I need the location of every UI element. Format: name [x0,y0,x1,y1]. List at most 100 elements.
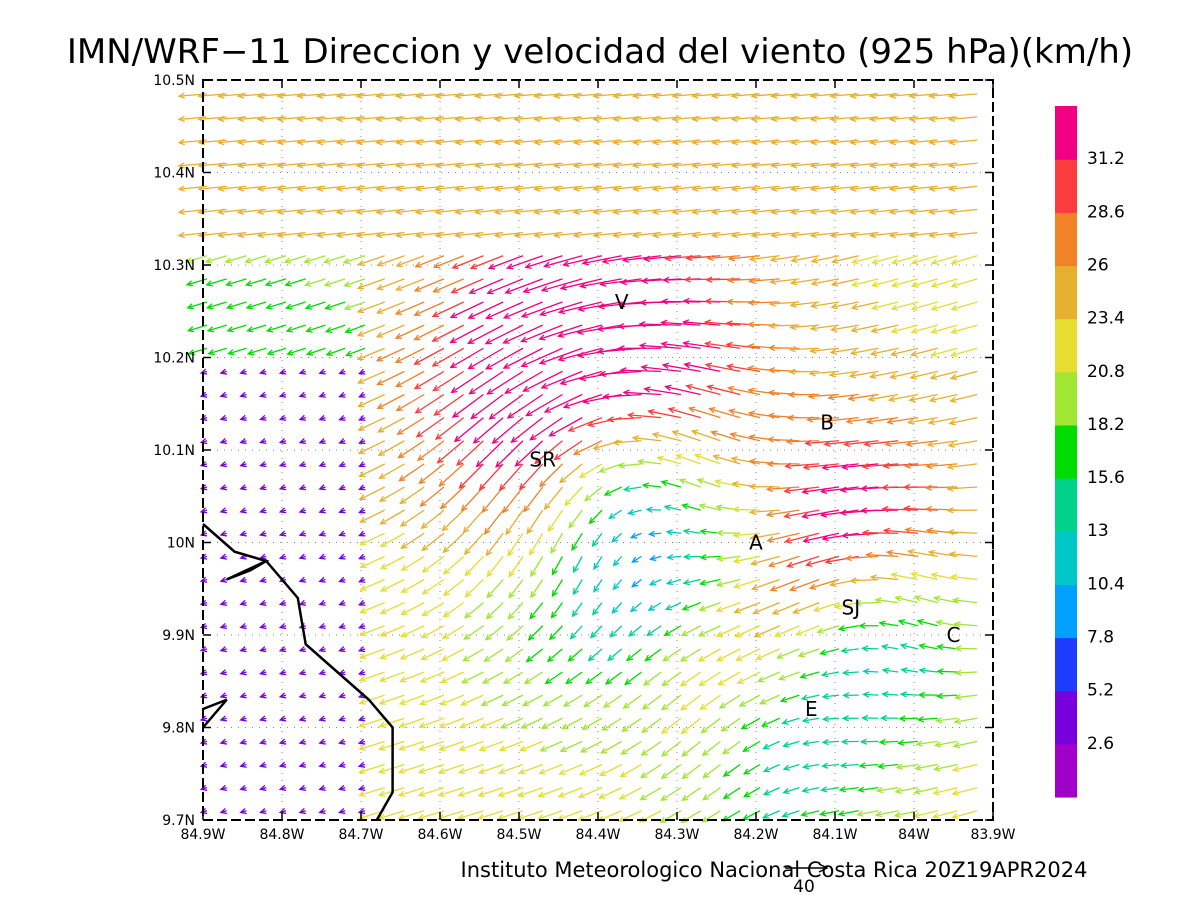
wind-vector [462,487,484,510]
wind-vector-shaft [471,256,503,269]
wind-vector-shaft [444,556,464,573]
wind-vector-shaft [619,325,662,326]
wind-vector [381,580,404,591]
wind-vector-shaft [531,580,543,598]
wind-vector [359,647,365,652]
wind-vector [809,394,839,399]
wind-vector [460,718,483,727]
wind-vector [632,556,641,562]
wind-vector-shaft [483,672,503,683]
wind-vector [823,533,859,540]
wind-vector [621,741,641,754]
wind-vector [339,808,345,813]
wind-vector-shaft [503,487,523,512]
wind-vector-shaft [703,765,720,778]
wind-vector [359,785,365,790]
reference-vector-label: 40 [793,877,815,897]
wind-vector [360,464,385,476]
y-tick-label: 9.9N [162,628,195,644]
wind-vector [883,668,898,673]
wind-vector [221,462,227,467]
wind-vector [683,765,701,779]
wind-vector-shaft [468,325,503,343]
wind-vector [423,556,444,572]
wind-vector-shaft [419,464,444,483]
wind-vector [471,256,503,269]
wind-vector [300,670,306,675]
wind-vector [228,325,247,332]
wind-vector [703,788,720,800]
wind-vector [580,765,602,775]
wind-vector [320,693,326,698]
wind-vector [486,626,503,640]
wind-vector [642,278,681,283]
wind-vector [506,510,523,534]
wind-vector [627,649,641,660]
wind-vector [519,765,542,774]
wind-vector [680,479,701,487]
wind-vector [949,209,977,214]
wind-vector-shaft [599,788,621,798]
wind-vector [359,415,365,420]
wind-vector [724,765,740,777]
wind-vector [487,556,503,576]
wind-vector [444,580,464,596]
wind-vector [469,348,504,368]
wind-vector [300,392,306,397]
wind-vector [422,510,444,528]
wind-vector [593,603,602,615]
wind-vector [700,672,721,685]
wind-vector [280,785,286,790]
wind-vector-shaft [507,626,523,640]
wind-vector-shaft [703,741,721,755]
wind-vector [839,811,859,816]
wind-vector [280,554,286,559]
wind-vector-shaft [549,418,582,436]
wind-vector [401,672,425,682]
wind-vector [955,718,977,724]
y-tick-label: 10.3N [153,258,195,274]
wind-vector [340,600,346,605]
wind-vector-shaft [442,672,464,682]
wind-vector-shaft [956,672,977,673]
wind-vector [727,321,760,326]
colorbar-label: 20.8 [1087,362,1125,382]
wind-vector [948,486,977,491]
wind-vector-shaft [423,603,444,616]
wind-vector [647,626,661,636]
wind-vector [280,415,286,420]
wind-vector [227,302,246,309]
wind-vector-shaft [861,510,898,511]
wind-vector-shaft [463,649,483,661]
wind-vector [320,392,326,397]
wind-vector [247,302,266,309]
wind-vector [320,508,326,513]
wind-vector [551,533,562,553]
wind-vector [948,508,977,513]
wind-vector [724,788,740,799]
wind-vector [300,693,306,698]
y-tick-label: 10N [167,536,195,552]
wind-vector-shaft [423,580,444,594]
wind-vector [260,647,266,652]
wind-vector [280,693,286,698]
wind-vector-shaft [569,510,582,527]
wind-vector [360,487,385,499]
wind-vector [300,508,306,513]
wind-vector [221,716,227,721]
wind-vector-shaft [443,510,464,530]
wind-vector [325,279,345,286]
wind-vector [579,788,602,798]
wind-vector [221,808,227,813]
wind-vector [594,580,602,592]
wind-vector-shaft [511,418,542,442]
wind-vector [953,788,977,796]
wind-vector-shaft [662,741,681,755]
wind-vector [564,695,582,706]
wind-vector [703,765,720,778]
wind-vector [466,556,484,575]
wind-vector-shaft [460,464,484,488]
wind-vector [280,462,286,467]
wind-vector [723,741,740,753]
